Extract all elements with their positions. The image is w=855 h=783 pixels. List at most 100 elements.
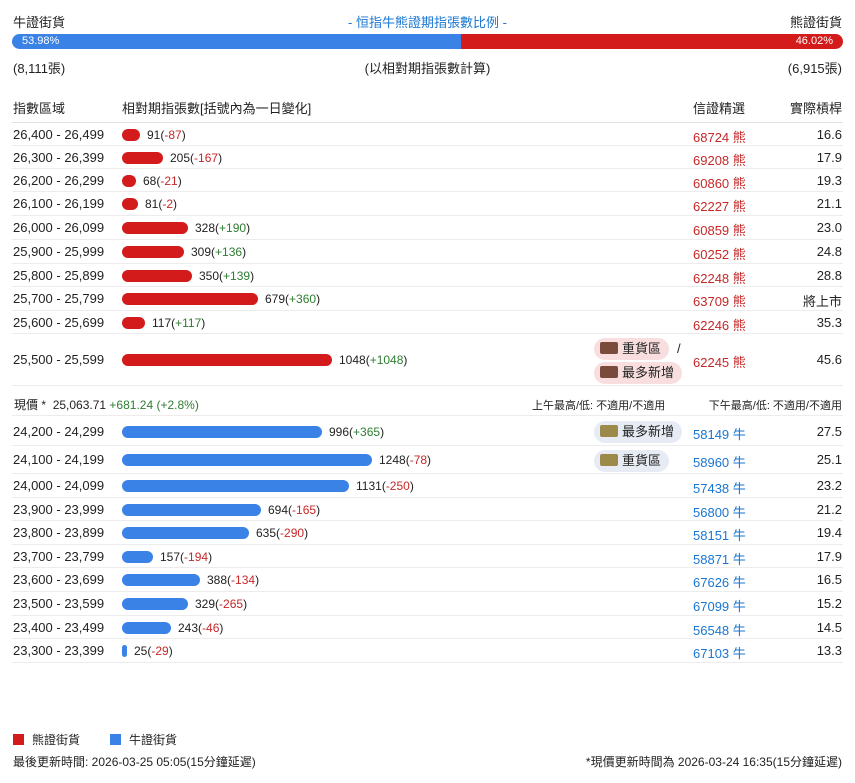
column-header-range: 指數區域	[13, 101, 66, 116]
daily-change: +190	[219, 221, 247, 235]
warrant-code-link[interactable]: 58871 牛	[693, 552, 746, 567]
index-range: 26,200 - 26,299	[13, 173, 105, 188]
contracts-value: 635(-290)	[256, 526, 309, 540]
effective-gearing: 24.8	[816, 244, 842, 259]
warrant-code-link[interactable]: 62246 熊	[693, 318, 746, 333]
contracts-value: 694(-165)	[268, 503, 321, 517]
effective-gearing: 19.4	[816, 525, 842, 540]
legend-bull: 牛證街貨	[110, 731, 177, 748]
bull-table-row: 23,800 - 23,899 635(-290) 58151 牛 19.4	[12, 521, 843, 545]
effective-gearing: 17.9	[816, 150, 842, 165]
contracts-value: 68(-21)	[143, 174, 182, 188]
contracts-value: 25(-29)	[134, 644, 173, 658]
contracts-value: 996(+365)	[329, 425, 385, 439]
warrant-code-link[interactable]: 56548 牛	[693, 623, 746, 638]
effective-gearing: 21.1	[816, 196, 842, 211]
index-range: 24,100 - 24,199	[13, 452, 105, 467]
warrant-code-link[interactable]: 69208 熊	[693, 153, 746, 168]
bear-table-row: 26,100 - 26,199 81(-2) 62227 熊 21.1	[12, 192, 843, 216]
bull-contracts-bar	[122, 504, 261, 516]
index-range: 23,500 - 23,599	[13, 596, 105, 611]
price-updated: *現價更新時間為 2026-03-24 16:35(15分鐘延遲)	[585, 755, 842, 769]
bear-table-row: 25,700 - 25,799 679(+360) 63709 熊 將上市	[12, 287, 843, 311]
index-range: 26,300 - 26,399	[13, 150, 105, 165]
daily-change: +117	[175, 316, 202, 330]
column-header-code: 信證精選	[693, 101, 746, 116]
daily-change: -167	[194, 151, 219, 165]
bear-table-row: 25,600 - 25,699 117(+117) 62246 熊 35.3	[12, 311, 843, 334]
daily-change: -290	[280, 526, 305, 540]
bear-table-row: 26,400 - 26,499 91(-87) 68724 熊 16.6	[12, 123, 843, 146]
effective-gearing: 28.8	[816, 268, 842, 283]
warrant-code-link[interactable]: 67103 牛	[693, 646, 746, 661]
contracts-value: 243(-46)	[178, 621, 224, 635]
index-range: 25,800 - 25,899	[13, 268, 105, 283]
warrant-code-link[interactable]: 56800 牛	[693, 505, 746, 520]
daily-change: -78	[409, 453, 428, 467]
index-range: 26,000 - 26,099	[13, 220, 105, 235]
daily-change: +1048	[369, 353, 404, 367]
daily-change: +365	[353, 425, 381, 439]
index-range: 23,300 - 23,399	[13, 643, 105, 658]
warrant-code-link[interactable]: 58149 牛	[693, 427, 746, 442]
warrant-code-link[interactable]: 58151 牛	[693, 528, 746, 543]
index-range: 25,900 - 25,999	[13, 244, 105, 259]
warrant-code-link[interactable]: 67099 牛	[693, 599, 746, 614]
bear-table-row: 26,000 - 26,099 328(+190) 60859 熊 23.0	[12, 216, 843, 240]
warrant-code-link[interactable]: 62227 熊	[693, 199, 746, 214]
bull-contracts-bar	[122, 645, 127, 657]
index-range: 23,600 - 23,699	[13, 572, 105, 587]
daily-change: -2	[162, 197, 174, 211]
warrant-code-link[interactable]: 58960 牛	[693, 455, 746, 470]
index-range: 25,600 - 25,699	[13, 315, 105, 330]
contracts-value: 350(+139)	[199, 269, 255, 283]
warrant-code-link[interactable]: 67626 牛	[693, 575, 746, 590]
column-header-ratio: 實際槓桿	[789, 101, 842, 116]
daily-change: -194	[184, 550, 209, 564]
am-high-low: 上午最高/低: 不適用/不適用	[532, 400, 666, 412]
warrant-code-link[interactable]: 60860 熊	[693, 176, 746, 191]
index-range: 24,200 - 24,299	[13, 424, 105, 439]
effective-gearing: 35.3	[816, 315, 842, 330]
contracts-value: 328(+190)	[195, 221, 251, 235]
contracts-value: 157(-194)	[160, 550, 213, 564]
warrant-code-link[interactable]: 60252 熊	[693, 247, 746, 262]
page-title: - 恒指牛熊證期指張數比例 -	[348, 15, 507, 30]
contracts-value: 388(-134)	[207, 573, 260, 587]
effective-gearing: 25.1	[816, 452, 842, 467]
warrant-code-link[interactable]: 63709 熊	[693, 294, 746, 309]
bull-table-row: 24,200 - 24,299 996(+365) 58149 牛 27.5	[12, 417, 843, 446]
bear-outstanding-label: 熊證街貨	[789, 15, 842, 30]
warrant-code-link[interactable]: 57438 牛	[693, 481, 746, 496]
warrant-code-link[interactable]: 62248 熊	[693, 271, 746, 286]
header-divider	[12, 122, 843, 123]
warrant-code-link[interactable]: 62245 熊	[693, 355, 746, 370]
bull-table-row: 23,300 - 23,399 25(-29) 67103 牛 13.3	[12, 639, 843, 663]
current-price: 現價 * 25,063.71 +681.24 (+2.8%)	[14, 398, 199, 412]
daily-change: +360	[289, 292, 317, 306]
index-range: 26,100 - 26,199	[13, 196, 105, 211]
bear-contracts-bar	[122, 152, 163, 164]
bull-ratio-segment: 53.98%	[12, 34, 461, 49]
index-range: 25,500 - 25,599	[13, 352, 105, 367]
contracts-value: 329(-265)	[195, 597, 248, 611]
current-price-value: 25,063.71	[52, 398, 107, 412]
bull-table-row: 23,900 - 23,999 694(-165) 56800 牛 21.2	[12, 498, 843, 521]
index-range: 23,400 - 23,499	[13, 620, 105, 635]
warrant-code-link[interactable]: 60859 熊	[693, 223, 746, 238]
effective-gearing: 將上市	[802, 294, 842, 309]
calculation-note: (以相對期指張數計算)	[364, 61, 491, 76]
money-bag-icon	[600, 342, 618, 354]
bear-table-row: 25,800 - 25,899 350(+139) 62248 熊 28.8	[12, 264, 843, 287]
warrant-code-link[interactable]: 68724 熊	[693, 130, 746, 145]
bull-table-row: 23,400 - 23,499 243(-46) 56548 牛 14.5	[12, 616, 843, 639]
bear-contracts-bar	[122, 317, 145, 329]
effective-gearing: 19.3	[816, 173, 842, 188]
contracts-value: 1048(+1048)	[339, 353, 408, 367]
last-updated: 最後更新時間: 2026-03-25 05:05(15分鐘延遲)	[13, 755, 256, 769]
bull-contracts-bar	[122, 622, 171, 634]
daily-change: -265	[219, 597, 244, 611]
most-new-tag-bull: 最多新增	[594, 421, 683, 443]
bear-contracts-bar	[122, 222, 188, 234]
money-stack-icon	[600, 425, 618, 437]
